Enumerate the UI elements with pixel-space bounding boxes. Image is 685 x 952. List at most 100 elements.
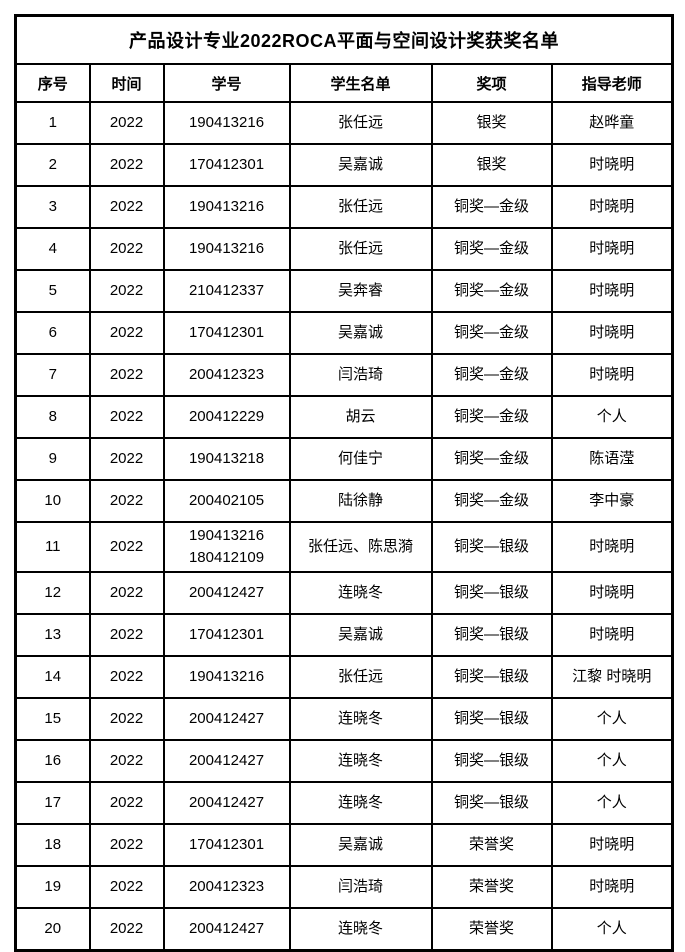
cell-teacher: 时晓明 — [550, 353, 674, 397]
cell-teacher: 时晓明 — [550, 185, 674, 229]
cell-year: 2022 — [88, 227, 165, 271]
title-row: 产品设计专业2022ROCA平面与空间设计奖获奖名单 — [14, 14, 674, 65]
cell-year: 2022 — [88, 906, 165, 951]
cell-year: 2022 — [88, 864, 165, 909]
cell-no: 16 — [14, 738, 91, 783]
cell-no: 15 — [14, 696, 91, 741]
header-row: 序号 时间 学号 学生名单 奖项 指导老师 — [14, 63, 674, 103]
table-row: 5 2022 210412337 吴奔睿 铜奖—金级 时晓明 — [14, 269, 674, 313]
awards-table: 产品设计专业2022ROCA平面与空间设计奖获奖名单 序号 时间 学号 学生名单 奖项指… — [14, 14, 675, 952]
cell-student_id: 200412427 — [162, 570, 291, 615]
cell-award: 铜奖—金级 — [430, 437, 553, 481]
cell-no: 14 — [14, 654, 91, 699]
table-row: 16 2022 200412427 连晓冬 铜奖—银级 个人 — [14, 738, 674, 783]
cell-year: 2022 — [88, 311, 165, 355]
cell-student_id: 200412323 — [162, 353, 291, 397]
cell-award: 银奖 — [430, 101, 553, 145]
table-row: 9 2022 190413218 何佳宁 铜奖—金级 陈语滢 — [14, 437, 674, 481]
table-row: 4 2022 190413216 张任远 铜奖—金级 时晓明 — [14, 227, 674, 271]
cell-year: 2022 — [88, 101, 165, 145]
cell-award: 铜奖—银级 — [430, 738, 553, 783]
cell-no: 9 — [14, 437, 91, 481]
cell-teacher: 个人 — [550, 906, 674, 951]
cell-name: 吴嘉诚 — [288, 311, 433, 355]
table-row: 6 2022 170412301 吴嘉诚 铜奖—金级 时晓明 — [14, 311, 674, 355]
cell-award: 铜奖—金级 — [430, 395, 553, 439]
cell-name: 连晓冬 — [288, 738, 433, 783]
cell-teacher: 个人 — [550, 738, 674, 783]
cell-award: 荣誉奖 — [430, 864, 553, 909]
cell-teacher: 时晓明 — [550, 822, 674, 867]
cell-student_id: 190413216 — [162, 654, 291, 699]
cell-teacher: 时晓明 — [550, 143, 674, 187]
table-row: 12 2022 200412427 连晓冬 铜奖—银级 时晓明 — [14, 570, 674, 615]
cell-award: 银奖 — [430, 143, 553, 187]
cell-award: 铜奖—金级 — [430, 185, 553, 229]
table-title: 产品设计专业2022ROCA平面与空间设计奖获奖名单 — [14, 14, 674, 65]
cell-award: 铜奖—银级 — [430, 612, 553, 657]
cell-student_id: 170412301 — [162, 311, 291, 355]
cell-name: 连晓冬 — [288, 570, 433, 615]
cell-teacher: 时晓明 — [550, 311, 674, 355]
cell-name: 张任远 — [288, 654, 433, 699]
cell-teacher: 时晓明 — [550, 269, 674, 313]
cell-student_id: 170412301 — [162, 822, 291, 867]
table-row: 17 2022 200412427 连晓冬 铜奖—银级 个人 — [14, 780, 674, 825]
cell-award: 铜奖—银级 — [430, 780, 553, 825]
cell-student_id: 190413218 — [162, 437, 291, 481]
cell-name: 张任远、陈思漪 — [288, 521, 433, 573]
cell-year: 2022 — [88, 822, 165, 867]
cell-student_id: 200412229 — [162, 395, 291, 439]
cell-award: 荣誉奖 — [430, 906, 553, 951]
cell-student_id: 200412427 — [162, 780, 291, 825]
cell-name: 张任远 — [288, 185, 433, 229]
cell-year: 2022 — [88, 185, 165, 229]
cell-name: 吴嘉诚 — [288, 822, 433, 867]
cell-name: 闫浩琦 — [288, 864, 433, 909]
cell-student_id: 190413216 — [162, 101, 291, 145]
cell-no: 1 — [14, 101, 91, 145]
cell-teacher: 赵晔童 — [550, 101, 674, 145]
cell-name: 何佳宁 — [288, 437, 433, 481]
cell-name: 吴嘉诚 — [288, 612, 433, 657]
cell-teacher: 时晓明 — [550, 570, 674, 615]
table-row: 14 2022 190413216 张任远 铜奖—银级 江黎 时晓明 — [14, 654, 674, 699]
cell-award: 荣誉奖 — [430, 822, 553, 867]
cell-year: 2022 — [88, 570, 165, 615]
cell-teacher: 时晓明 — [550, 864, 674, 909]
cell-name: 连晓冬 — [288, 696, 433, 741]
cell-no: 11 — [14, 521, 91, 573]
cell-student_id: 190413216 — [162, 227, 291, 271]
cell-no: 8 — [14, 395, 91, 439]
cell-name: 吴嘉诚 — [288, 143, 433, 187]
table-row: 11 2022 190413216 180412109 张任远、陈思漪 铜奖—银级 时晓明 — [14, 521, 674, 573]
cell-student_id: 200412427 — [162, 696, 291, 741]
cell-name: 吴奔睿 — [288, 269, 433, 313]
cell-teacher: 陈语滢 — [550, 437, 674, 481]
cell-no: 4 — [14, 227, 91, 271]
cell-year: 2022 — [88, 521, 165, 573]
cell-student_id: 200412427 — [162, 738, 291, 783]
cell-award: 铜奖—金级 — [430, 269, 553, 313]
cell-award: 铜奖—金级 — [430, 311, 553, 355]
table-row: 2 2022 170412301 吴嘉诚 银奖 时晓明 — [14, 143, 674, 187]
table-row: 10 2022 200402105 陆徐静 铜奖—金级 李中豪 — [14, 479, 674, 523]
table-row: 3 2022 190413216 张任远 铜奖—金级 时晓明 — [14, 185, 674, 229]
cell-award: 铜奖—金级 — [430, 227, 553, 271]
table-row: 7 2022 200412323 闫浩琦 铜奖—金级 时晓明 — [14, 353, 674, 397]
table-row: 13 2022 170412301 吴嘉诚 铜奖—银级 时晓明 — [14, 612, 674, 657]
cell-name: 陆徐静 — [288, 479, 433, 523]
cell-award: 铜奖—银级 — [430, 654, 553, 699]
cell-year: 2022 — [88, 654, 165, 699]
cell-teacher: 时晓明 — [550, 227, 674, 271]
cell-award: 铜奖—金级 — [430, 479, 553, 523]
column-header-teacher: 指导老师 — [550, 63, 674, 103]
cell-award: 铜奖—金级 — [430, 353, 553, 397]
cell-no: 2 — [14, 143, 91, 187]
cell-award: 铜奖—银级 — [430, 570, 553, 615]
table-row: 1 2022 190413216 张任远 银奖 赵晔童 — [14, 101, 674, 145]
cell-name: 连晓冬 — [288, 906, 433, 951]
cell-no: 7 — [14, 353, 91, 397]
cell-year: 2022 — [88, 269, 165, 313]
cell-no: 10 — [14, 479, 91, 523]
